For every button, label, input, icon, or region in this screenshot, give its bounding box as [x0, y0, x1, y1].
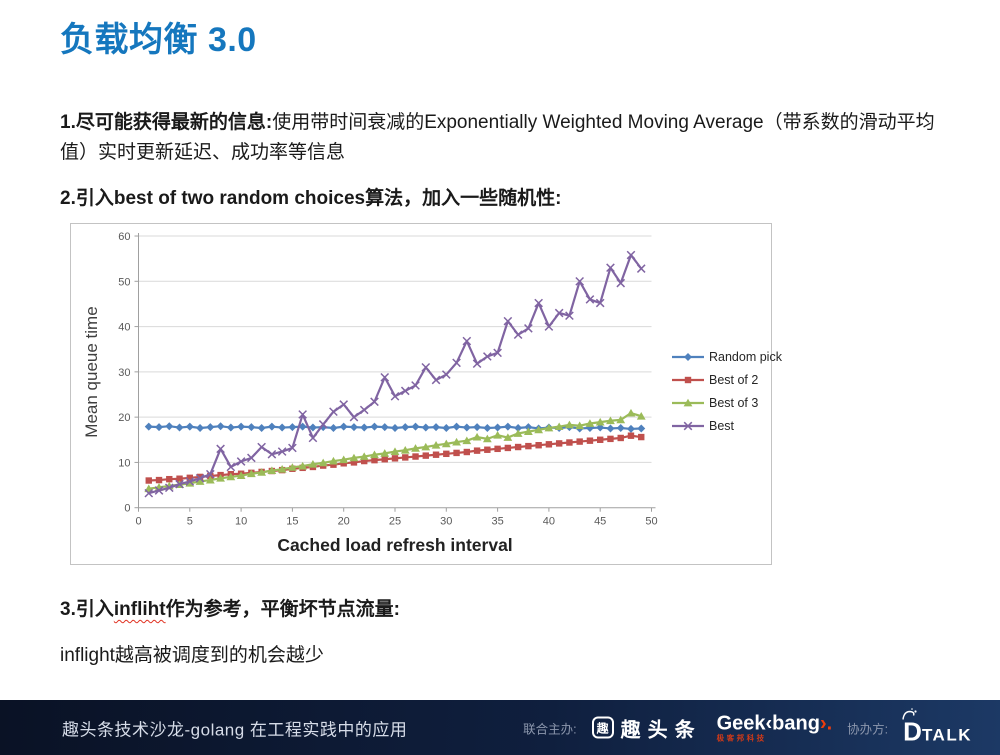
legend-item-random-pick: Random pick — [671, 345, 782, 368]
paragraph-2: 2.引入best of two random choices算法，加入一些随机性… — [60, 188, 562, 209]
footer-title: 趣头条技术沙龙-golang 在工程实践中的应用 — [62, 720, 408, 739]
x-tick-label: 5 — [187, 516, 193, 528]
dtalk-logo: D TALK — [902, 707, 972, 747]
chart-canvas: 0 5 10 15 20 25 30 35 40 45 50 0 10 20 30 40 50 60 — [118, 231, 657, 528]
geekbang-bracket: ›. — [819, 712, 833, 735]
legend-label: Best of 2 — [709, 372, 759, 387]
y-tick-label: 40 — [118, 322, 130, 334]
y-tick-label: 20 — [118, 412, 130, 424]
paragraph-1-body: 使用带时间衰减的Exponentially Weighted Moving Av… — [60, 112, 935, 163]
y-tick-label: 50 — [118, 276, 130, 288]
dtalk-word-talk: TALK — [921, 725, 972, 744]
x-axis-title: Cached load refresh interval — [277, 535, 512, 555]
geekbang-logo: Geek‹bang›. 极客邦科技 — [717, 713, 833, 742]
y-axis-title: Mean queue time — [82, 306, 101, 437]
legend-line-marker-icon — [672, 352, 704, 361]
series-best — [144, 250, 646, 498]
paragraph-1-lead: 1.尽可能获得最新的信息: — [60, 112, 273, 133]
footer: 趣头条技术沙龙-golang 在工程实践中的应用 联合主办: 趣 趣头条 Gee… — [0, 700, 1000, 755]
paragraph-3: 3.引入infliht作为参考，平衡坏节点流量: — [60, 595, 952, 625]
paragraph-3-pre: 3.引入 — [60, 599, 114, 620]
y-tick-label: 60 — [118, 231, 130, 243]
x-tick-label: 20 — [338, 516, 350, 528]
x-tick-label: 0 — [135, 516, 141, 528]
dtalk-swirl-icon — [902, 707, 917, 720]
x-tick-label: 40 — [543, 516, 555, 528]
y-tick-label: 0 — [124, 503, 130, 515]
qutoutiao-icon-char: 趣 — [596, 721, 609, 735]
partner-label: 协办方: — [847, 722, 889, 736]
footer-logos: 联合主办: 趣 趣头条 Geek‹bang›. 极客邦科技 协办方: D TALK — [523, 707, 972, 747]
legend-line-marker-icon — [672, 376, 704, 383]
qutoutiao-logo: 趣 趣头条 — [591, 713, 702, 742]
legend-item-best-of-2: Best of 2 — [671, 368, 782, 391]
legend-line-marker-icon — [672, 421, 704, 430]
y-tick-label: 10 — [118, 457, 130, 469]
legend-label: Best — [709, 418, 735, 433]
legend-item-best: Best — [671, 414, 782, 437]
x-tick-label: 15 — [286, 516, 298, 528]
legend-label: Best of 3 — [709, 395, 759, 410]
paragraph-1: 1.尽可能获得最新的信息:使用带时间衰减的Exponentially Weigh… — [60, 108, 952, 168]
dtalk-letter-d: D — [903, 716, 922, 746]
x-tick-label: 10 — [235, 516, 247, 528]
x-tick-label: 50 — [645, 516, 657, 528]
geekbang-word-bang: ‹bang — [765, 712, 820, 735]
x-tick-label: 25 — [389, 516, 401, 528]
chart-svg: 0 5 10 15 20 25 30 35 40 45 50 0 10 20 30 40 50 60 Mean q… — [82, 231, 658, 555]
legend-line-marker-icon — [672, 398, 704, 406]
legend-item-best-of-3: Best of 3 — [671, 391, 782, 414]
legend-label: Random pick — [709, 349, 782, 364]
paragraph-4: inflight越高被调度到的机会越少 — [60, 645, 324, 666]
x-tick-label: 45 — [594, 516, 606, 528]
geekbang-wordmark: Geek‹bang›. — [717, 713, 833, 734]
qutoutiao-wordmark: 趣头条 — [620, 719, 702, 741]
slide-title: 负载均衡 3.0 — [60, 21, 257, 59]
geekbang-word-geek: Geek — [716, 712, 766, 735]
y-tick-label: 30 — [118, 367, 130, 379]
paragraph-3-post: 作为参考，平衡坏节点流量: — [165, 599, 400, 620]
misspelled-word: infliht — [113, 599, 166, 620]
cohost-label: 联合主办: — [523, 722, 577, 736]
x-tick-label: 35 — [491, 516, 503, 528]
chart-figure: 0 5 10 15 20 25 30 35 40 45 50 0 10 20 30 40 50 60 Mean q… — [70, 223, 782, 565]
geekbang-subtext: 极客邦科技 — [716, 733, 767, 743]
chart-legend: Random pick Best of 2 Best of 3 Best — [671, 345, 782, 437]
x-tick-label: 30 — [440, 516, 452, 528]
qutoutiao-icon: 趣 — [591, 716, 614, 739]
